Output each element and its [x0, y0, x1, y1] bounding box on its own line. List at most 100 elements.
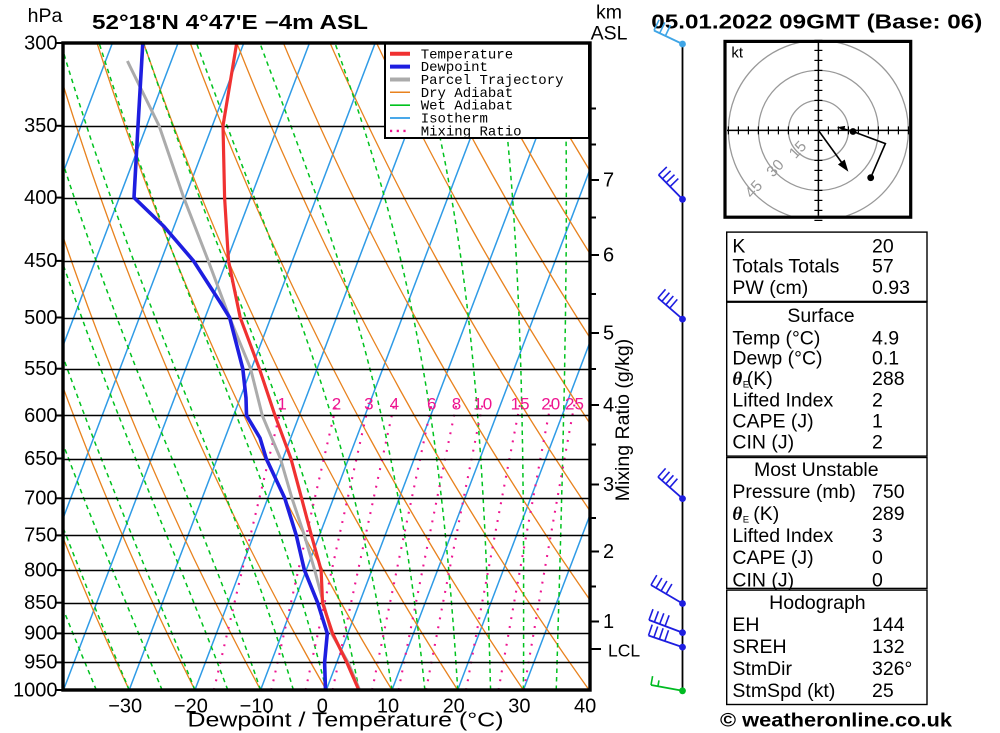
svg-text:6: 6 [427, 395, 436, 414]
svg-text:850: 850 [24, 592, 57, 614]
svg-text:144: 144 [872, 614, 905, 636]
svg-text:Mixing Ratio: Mixing Ratio [421, 124, 522, 140]
svg-text:Pressure (mb): Pressure (mb) [732, 481, 856, 503]
svg-text:CIN (J): CIN (J) [732, 431, 794, 453]
svg-text:Lifted Index: Lifted Index [732, 525, 833, 547]
svg-text:10: 10 [473, 395, 492, 414]
svg-text:800: 800 [24, 559, 57, 581]
svg-text:5: 5 [603, 323, 614, 345]
svg-text:Dewp (°C): Dewp (°C) [732, 347, 822, 369]
svg-text:1: 1 [872, 411, 883, 433]
svg-text:ASL: ASL [591, 23, 628, 45]
svg-text:52°18'N 4°47'E −4m ASL: 52°18'N 4°47'E −4m ASL [92, 12, 368, 34]
svg-text:20: 20 [443, 696, 465, 718]
svg-text:6: 6 [603, 245, 614, 267]
svg-text:−30: −30 [108, 696, 142, 718]
svg-text:2: 2 [332, 395, 341, 414]
svg-text:288: 288 [872, 368, 905, 390]
svg-text:Dewpoint / Temperature (°C): Dewpoint / Temperature (°C) [188, 709, 504, 731]
svg-text:0.1: 0.1 [872, 347, 899, 369]
svg-text:Dewpoint: Dewpoint [421, 60, 488, 76]
svg-text:E: E [743, 515, 749, 526]
svg-text:SREH: SREH [732, 636, 786, 658]
svg-text:350: 350 [24, 115, 57, 137]
svg-text:StmSpd (kt): StmSpd (kt) [732, 680, 835, 702]
svg-text:CAPE (J): CAPE (J) [732, 411, 813, 433]
svg-text:Surface: Surface [787, 305, 854, 327]
svg-text:Dry Adiabat: Dry Adiabat [421, 86, 513, 102]
svg-text:θ: θ [732, 369, 742, 390]
svg-text:Lifted Index: Lifted Index [732, 389, 833, 411]
svg-text:K: K [732, 236, 745, 258]
svg-text:289: 289 [872, 503, 905, 525]
svg-text:CIN (J): CIN (J) [732, 569, 794, 591]
svg-text:750: 750 [872, 481, 905, 503]
svg-text:20: 20 [872, 236, 894, 258]
svg-text:0.93: 0.93 [872, 277, 910, 299]
svg-text:© weatheronline.co.uk: © weatheronline.co.uk [720, 711, 952, 732]
svg-text:10: 10 [377, 696, 399, 718]
svg-text:25: 25 [872, 680, 894, 702]
svg-text:2: 2 [872, 389, 883, 411]
svg-text:30: 30 [508, 696, 530, 718]
svg-text:0: 0 [317, 696, 328, 718]
svg-text:CAPE (J): CAPE (J) [732, 547, 813, 569]
svg-text:3: 3 [872, 525, 883, 547]
svg-text:132: 132 [872, 636, 905, 658]
svg-text:StmDir: StmDir [732, 658, 792, 680]
svg-text:km: km [596, 2, 622, 24]
svg-text:900: 900 [24, 623, 57, 645]
svg-text:400: 400 [24, 187, 57, 209]
svg-text:Wet Adiabat: Wet Adiabat [421, 99, 513, 115]
svg-text:Hodograph: Hodograph [769, 592, 866, 614]
svg-text:1: 1 [603, 611, 614, 633]
svg-text:θ: θ [732, 504, 742, 525]
svg-text:Isotherm: Isotherm [421, 112, 488, 128]
svg-text:LCL: LCL [608, 641, 640, 661]
svg-text:2: 2 [872, 431, 883, 453]
svg-text:Mixing Ratio (g/kg): Mixing Ratio (g/kg) [612, 339, 634, 502]
svg-text:Temp (°C): Temp (°C) [732, 328, 820, 350]
svg-text:7: 7 [603, 170, 614, 192]
svg-text:E: E [743, 380, 749, 391]
svg-text:4.9: 4.9 [872, 328, 899, 350]
svg-text:hPa: hPa [28, 5, 63, 27]
svg-text:(K): (K) [753, 503, 779, 525]
svg-text:PW (cm): PW (cm) [732, 277, 808, 299]
svg-text:15: 15 [511, 395, 530, 414]
svg-text:Totals Totals: Totals Totals [732, 255, 839, 277]
svg-text:950: 950 [24, 652, 57, 674]
svg-text:700: 700 [24, 488, 57, 510]
svg-text:(K): (K) [747, 368, 773, 390]
svg-text:0: 0 [872, 569, 883, 591]
svg-text:1000: 1000 [13, 679, 58, 701]
svg-text:4: 4 [603, 395, 614, 417]
svg-text:3: 3 [364, 395, 373, 414]
svg-text:550: 550 [24, 358, 57, 380]
svg-text:450: 450 [24, 250, 57, 272]
svg-text:05.01.2022 09GMT (Base: 06): 05.01.2022 09GMT (Base: 06) [651, 12, 982, 34]
svg-text:20: 20 [541, 395, 560, 414]
svg-text:Temperature: Temperature [421, 47, 513, 63]
svg-text:1: 1 [277, 395, 286, 414]
svg-text:4: 4 [390, 395, 399, 414]
svg-text:326°: 326° [872, 658, 912, 680]
svg-text:EH: EH [732, 614, 759, 636]
svg-text:0: 0 [872, 547, 883, 569]
svg-text:57: 57 [872, 255, 894, 277]
svg-text:650: 650 [24, 448, 57, 470]
svg-text:600: 600 [24, 405, 57, 427]
svg-text:Most Unstable: Most Unstable [754, 459, 879, 481]
svg-text:2: 2 [603, 541, 614, 563]
svg-text:kt: kt [731, 45, 744, 62]
svg-text:8: 8 [452, 395, 461, 414]
svg-text:300: 300 [24, 32, 57, 54]
svg-text:25: 25 [565, 395, 584, 414]
svg-text:500: 500 [24, 307, 57, 329]
svg-text:750: 750 [24, 525, 57, 547]
svg-text:Parcel Trajectory: Parcel Trajectory [421, 73, 564, 89]
svg-text:40: 40 [574, 696, 596, 718]
svg-text:−20: −20 [174, 696, 208, 718]
svg-text:3: 3 [603, 474, 614, 496]
svg-text:−10: −10 [240, 696, 274, 718]
